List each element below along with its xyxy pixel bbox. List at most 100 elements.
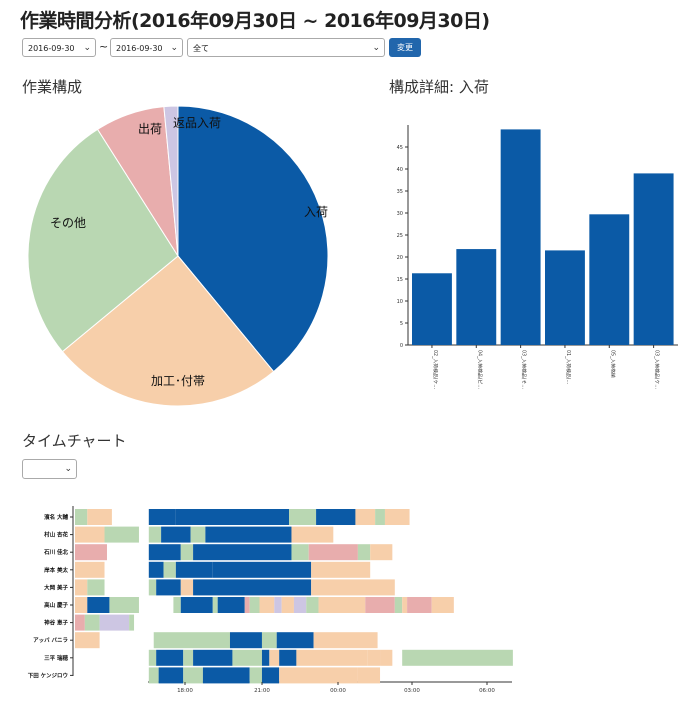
- time-segment[interactable]: [232, 649, 262, 666]
- time-segment[interactable]: [311, 561, 371, 578]
- time-segment[interactable]: [84, 614, 100, 631]
- date-from-select[interactable]: 2016-09-30 ⌄: [22, 38, 96, 57]
- time-segment[interactable]: [318, 597, 366, 613]
- time-segment[interactable]: [109, 597, 139, 613]
- time-segment[interactable]: [402, 649, 513, 666]
- time-segment[interactable]: [212, 561, 312, 578]
- time-segment[interactable]: [163, 561, 176, 578]
- time-segment[interactable]: [87, 579, 105, 596]
- time-segment[interactable]: [259, 597, 275, 613]
- time-segment[interactable]: [183, 649, 194, 666]
- pie-slice[interactable]: [177, 105, 329, 373]
- time-segment[interactable]: [193, 649, 233, 666]
- time-segment[interactable]: [313, 632, 378, 649]
- time-segment[interactable]: [148, 561, 164, 578]
- time-segment[interactable]: [99, 614, 130, 631]
- time-segment[interactable]: [229, 632, 262, 649]
- time-segment[interactable]: [357, 667, 381, 684]
- time-segment[interactable]: [291, 544, 309, 561]
- time-segment[interactable]: [289, 509, 317, 525]
- time-segment[interactable]: [370, 544, 393, 561]
- timechart-worker-select[interactable]: ⌄: [22, 459, 77, 479]
- time-segment[interactable]: [75, 509, 88, 525]
- bar[interactable]: [545, 250, 585, 345]
- bar[interactable]: [589, 214, 630, 345]
- bar[interactable]: [500, 129, 541, 345]
- time-segment[interactable]: [75, 597, 88, 613]
- time-segment[interactable]: [269, 649, 280, 666]
- time-segment[interactable]: [402, 597, 408, 613]
- submit-button[interactable]: 変更: [389, 38, 421, 57]
- time-segment[interactable]: [129, 614, 135, 631]
- time-segment[interactable]: [87, 597, 110, 613]
- time-segment[interactable]: [75, 544, 107, 561]
- date-to-select[interactable]: 2016-09-30 ⌄: [110, 38, 183, 57]
- time-segment[interactable]: [180, 579, 194, 596]
- time-segment[interactable]: [261, 649, 270, 666]
- time-segment[interactable]: [180, 597, 213, 613]
- time-segment[interactable]: [261, 632, 277, 649]
- time-segment[interactable]: [365, 597, 395, 613]
- time-segment[interactable]: [291, 526, 334, 543]
- time-segment[interactable]: [279, 667, 358, 684]
- time-segment[interactable]: [161, 526, 191, 543]
- time-segment[interactable]: [375, 509, 385, 525]
- time-segment[interactable]: [148, 649, 157, 666]
- time-segment[interactable]: [308, 544, 358, 561]
- time-segment[interactable]: [75, 632, 100, 649]
- time-segment[interactable]: [148, 579, 157, 596]
- time-segment[interactable]: [190, 526, 206, 543]
- pie-slice[interactable]: [27, 128, 179, 353]
- bar[interactable]: [456, 249, 497, 345]
- pie-slice[interactable]: [61, 255, 275, 407]
- time-segment[interactable]: [316, 509, 356, 525]
- time-segment[interactable]: [311, 579, 395, 596]
- bar[interactable]: [412, 273, 452, 345]
- time-segment[interactable]: [87, 509, 112, 525]
- time-segment[interactable]: [217, 597, 245, 613]
- time-segment[interactable]: [261, 667, 280, 684]
- time-segment[interactable]: [202, 667, 250, 684]
- time-segment[interactable]: [355, 509, 376, 525]
- time-segment[interactable]: [244, 597, 250, 613]
- time-segment[interactable]: [175, 561, 213, 578]
- time-segment[interactable]: [148, 667, 159, 684]
- time-segment[interactable]: [193, 579, 312, 596]
- time-segment[interactable]: [104, 526, 139, 543]
- time-segment[interactable]: [296, 649, 368, 666]
- time-segment[interactable]: [75, 526, 105, 543]
- bar[interactable]: [633, 173, 674, 345]
- time-segment[interactable]: [293, 597, 307, 613]
- time-segment[interactable]: [156, 649, 184, 666]
- time-segment[interactable]: [380, 649, 393, 666]
- time-segment[interactable]: [173, 597, 181, 613]
- time-segment[interactable]: [148, 509, 176, 525]
- time-segment[interactable]: [205, 526, 292, 543]
- time-segment[interactable]: [407, 597, 432, 613]
- time-segment[interactable]: [357, 544, 371, 561]
- time-segment[interactable]: [183, 667, 203, 684]
- pie-slice[interactable]: [163, 105, 179, 257]
- time-segment[interactable]: [384, 509, 410, 525]
- time-segment[interactable]: [148, 544, 181, 561]
- time-segment[interactable]: [75, 579, 88, 596]
- time-segment[interactable]: [158, 667, 184, 684]
- time-segment[interactable]: [276, 632, 314, 649]
- time-segment[interactable]: [249, 667, 262, 684]
- time-segment[interactable]: [367, 649, 381, 666]
- time-segment[interactable]: [75, 561, 105, 578]
- time-segment[interactable]: [153, 632, 230, 649]
- time-segment[interactable]: [274, 597, 282, 613]
- time-segment[interactable]: [431, 597, 454, 613]
- time-segment[interactable]: [175, 509, 290, 525]
- time-segment[interactable]: [394, 597, 403, 613]
- time-segment[interactable]: [249, 597, 260, 613]
- time-segment[interactable]: [212, 597, 218, 613]
- category-filter-select[interactable]: 全て ⌄: [187, 38, 385, 57]
- time-segment[interactable]: [193, 544, 292, 561]
- time-segment[interactable]: [75, 614, 85, 631]
- time-segment[interactable]: [281, 597, 294, 613]
- time-segment[interactable]: [148, 526, 162, 543]
- time-segment[interactable]: [156, 579, 181, 596]
- time-segment[interactable]: [306, 597, 319, 613]
